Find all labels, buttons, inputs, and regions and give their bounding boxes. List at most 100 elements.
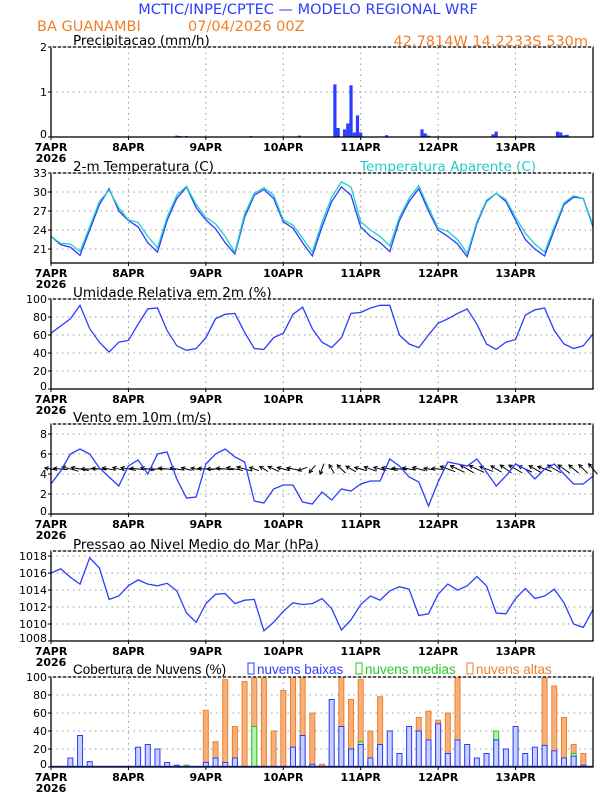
x-tick-label: 10APR bbox=[263, 267, 304, 280]
nuvens-baixas-bar bbox=[444, 753, 451, 768]
run-time: 07/04/2026 00Z bbox=[188, 19, 305, 35]
x-tick-label: 9APR bbox=[190, 645, 223, 658]
wind-arrow bbox=[225, 465, 244, 471]
x-tick-label: 9APR bbox=[190, 393, 223, 406]
x-tick-label: 13APR bbox=[495, 141, 536, 154]
temperatura-aparente-line bbox=[50, 181, 594, 255]
precip-bar bbox=[346, 123, 350, 137]
cloud-legend: nuvens baixas nuvens medias nuvens altas bbox=[247, 662, 552, 677]
x-year-label: 2026 bbox=[36, 529, 67, 542]
y-tick-label: 80 bbox=[33, 311, 47, 324]
nuvens-altas-bar bbox=[202, 709, 209, 768]
y-tick-label: 21 bbox=[33, 243, 47, 256]
precip-bar bbox=[491, 134, 495, 137]
pressure-title: Pressao ao Nivel Medio do Mar (hPa) bbox=[73, 537, 319, 553]
wind-arrow bbox=[285, 466, 300, 471]
y-tick-label: 100 bbox=[26, 293, 47, 306]
precip-bar bbox=[175, 135, 179, 137]
wind-arrow bbox=[430, 466, 445, 472]
high-cloud-legend: nuvens altas bbox=[476, 662, 552, 677]
y-tick-label: 40 bbox=[33, 347, 47, 360]
y-tick-label: 1016 bbox=[19, 567, 47, 580]
wind-arrow bbox=[353, 465, 367, 472]
y-tick-label: 2 bbox=[40, 41, 47, 54]
precip-bar bbox=[359, 132, 363, 137]
nuvens-baixas-bar bbox=[386, 730, 393, 768]
y-tick-label: 0 bbox=[40, 758, 47, 771]
x-tick-label: 10APR bbox=[263, 518, 304, 531]
precip-bar bbox=[565, 134, 569, 137]
nuvens-baixas-bar bbox=[502, 748, 509, 768]
y-tick-label: 20 bbox=[33, 743, 47, 756]
precip-title: Precipitacao (mm/h) bbox=[73, 33, 210, 49]
precip-bar bbox=[555, 131, 560, 137]
wind-arrow bbox=[308, 465, 316, 474]
x-tick-label: 12APR bbox=[418, 518, 459, 531]
nuvens-baixas-bar bbox=[493, 739, 500, 768]
x-tick-label: 10APR bbox=[263, 645, 304, 658]
station-location: 42.7814W 14.2233S 530m bbox=[394, 34, 588, 50]
x-tick-label: 11APR bbox=[341, 141, 382, 154]
x-year-label: 2026 bbox=[36, 278, 67, 291]
wind-arrow bbox=[345, 465, 357, 473]
x-tick-label: 8APR bbox=[112, 141, 145, 154]
y-tick-label: 30 bbox=[33, 186, 47, 199]
velocidade-do-vento-line bbox=[50, 448, 594, 508]
nuvens-baixas-bar bbox=[328, 699, 335, 768]
umidade-relativa-line bbox=[50, 303, 594, 354]
mid-cloud-legend-swatch bbox=[355, 662, 363, 675]
x-tick-label: 9APR bbox=[190, 141, 223, 154]
precip-bar bbox=[349, 85, 353, 137]
x-tick-label: 12APR bbox=[418, 645, 459, 658]
cloud-panel: 0 20 40 60 80 100 7APR 8APR 9APR 10APR 11APR 12APR 1… bbox=[26, 671, 594, 792]
high-cloud-legend-swatch bbox=[466, 662, 474, 675]
x-tick-label: 12APR bbox=[418, 141, 459, 154]
nuvens-baixas-bar bbox=[415, 730, 422, 768]
x-tick-label: 7APR bbox=[35, 645, 68, 658]
precip-bar bbox=[355, 115, 360, 137]
x-tick-label: 11APR bbox=[341, 771, 382, 784]
wind-arrow bbox=[101, 466, 116, 471]
wind-arrow bbox=[248, 466, 260, 472]
x-year-label: 2026 bbox=[36, 782, 67, 792]
nuvens-baixas-bar bbox=[531, 746, 538, 768]
y-tick-label: 8 bbox=[40, 428, 47, 441]
station-name: BA GUANAMBI bbox=[37, 19, 141, 35]
nuvens-baixas-bar bbox=[357, 744, 364, 768]
y-tick-label: 0 bbox=[40, 505, 47, 518]
x-tick-label: 7APR bbox=[35, 393, 68, 406]
y-tick-label: 80 bbox=[33, 689, 47, 702]
wind-arrow bbox=[111, 465, 125, 472]
precip-bar bbox=[342, 129, 347, 137]
x-tick-label: 10APR bbox=[263, 393, 304, 406]
x-tick-label: 9APR bbox=[190, 518, 223, 531]
nuvens-baixas-bar bbox=[435, 723, 442, 768]
wind-arrow bbox=[336, 464, 346, 474]
y-tick-label: 1008 bbox=[19, 632, 47, 645]
nuvens-baixas-bar bbox=[348, 748, 355, 768]
wind-arrow bbox=[119, 465, 136, 471]
wind-arrow bbox=[363, 465, 377, 472]
y-tick-label: 60 bbox=[33, 329, 47, 342]
nuvens-baixas-bar bbox=[135, 746, 142, 768]
precip-bar bbox=[423, 133, 427, 137]
precip-bar bbox=[559, 132, 563, 137]
wind-arrow bbox=[258, 466, 269, 472]
wind-arrow bbox=[180, 466, 192, 471]
x-tick-label: 9APR bbox=[190, 771, 223, 784]
y-tick-label: 6 bbox=[40, 448, 47, 461]
x-tick-label: 13APR bbox=[495, 645, 536, 658]
nuvens-baixas-bar bbox=[406, 726, 413, 768]
nuvens-baixas-bar bbox=[522, 753, 529, 768]
nuvens-baixas-bar bbox=[154, 748, 161, 768]
nuvens-baixas-bar bbox=[144, 744, 151, 768]
nuvens-baixas-bar bbox=[551, 750, 558, 768]
nuvens-altas-bar bbox=[270, 730, 277, 768]
precip-bar bbox=[426, 135, 431, 137]
x-tick-label: 13APR bbox=[495, 393, 536, 406]
wind-arrow bbox=[276, 465, 290, 472]
x-year-label: 2026 bbox=[36, 404, 67, 417]
wind-arrow bbox=[70, 465, 89, 472]
